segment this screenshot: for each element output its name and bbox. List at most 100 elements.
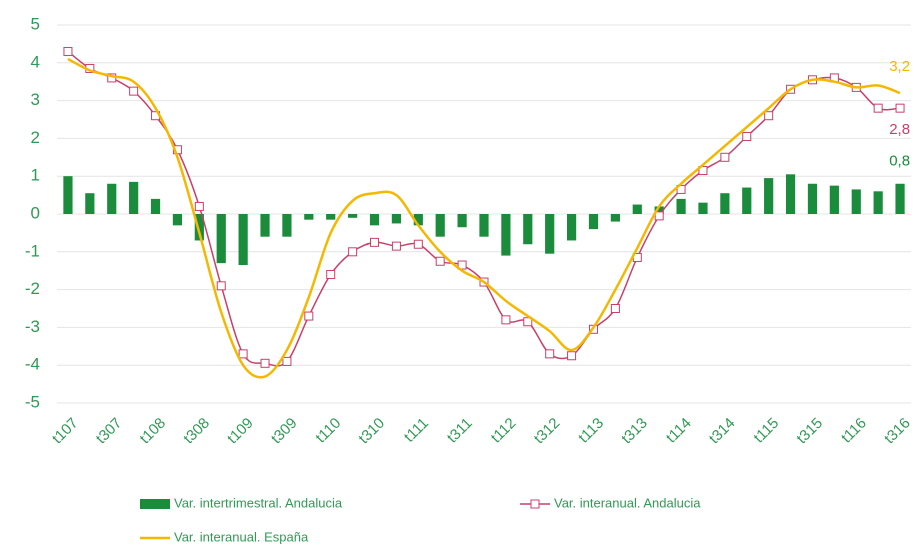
bar — [413, 214, 423, 226]
marker — [348, 247, 358, 257]
x-tick-label: t115 — [750, 415, 782, 447]
marker — [238, 349, 248, 359]
bar — [523, 214, 533, 245]
marker — [63, 46, 73, 56]
marker — [129, 86, 139, 96]
bar — [851, 189, 861, 214]
marker — [742, 132, 752, 142]
bar — [194, 214, 204, 241]
data-label: 3,2 — [889, 58, 910, 75]
y-tick-label: 1 — [31, 166, 40, 185]
marker — [567, 351, 577, 361]
x-tick-label: t315 — [793, 415, 826, 448]
bar — [63, 176, 73, 214]
bar — [654, 206, 664, 214]
bar — [698, 202, 708, 214]
bar — [588, 214, 599, 230]
marker — [654, 211, 664, 221]
x-tick-label: t311 — [444, 415, 476, 447]
marker — [413, 239, 423, 249]
marker — [304, 311, 314, 321]
bar — [172, 214, 183, 226]
legend-label: Var. intertrimestral. Andalucia — [174, 495, 343, 510]
bar — [742, 187, 752, 214]
bar — [260, 214, 270, 237]
bar — [85, 193, 95, 214]
x-tick-label: t111 — [401, 415, 432, 446]
x-tick-label: t109 — [224, 415, 257, 448]
marker — [326, 269, 336, 279]
marker — [501, 315, 511, 325]
bar — [764, 178, 774, 214]
bar — [676, 198, 686, 214]
x-tick-label: t312 — [531, 415, 564, 448]
y-tick-label: 3 — [31, 90, 40, 109]
marker — [194, 201, 204, 211]
y-tick-label: -2 — [25, 279, 40, 298]
x-tick-label: t310 — [355, 415, 388, 448]
bar — [238, 214, 248, 266]
legend-marker — [530, 499, 540, 509]
bar — [348, 214, 358, 218]
bar — [895, 183, 905, 214]
y-tick-label: 2 — [31, 128, 40, 147]
marker — [435, 256, 445, 266]
bar — [632, 204, 642, 214]
data-label: 2,8 — [889, 121, 910, 138]
marker — [260, 358, 270, 368]
bar — [391, 214, 402, 224]
line — [67, 57, 901, 379]
x-tick-label: t314 — [706, 415, 739, 448]
marker — [457, 260, 467, 270]
marker — [216, 281, 226, 291]
marker — [895, 103, 905, 113]
marker — [523, 317, 533, 327]
x-tick-label: t307 — [93, 415, 126, 448]
y-tick-label: -3 — [25, 317, 40, 336]
x-tick-label: t316 — [881, 415, 914, 448]
bar — [873, 191, 883, 214]
bar — [785, 174, 796, 214]
bar — [566, 214, 577, 241]
y-tick-label: -1 — [25, 241, 40, 260]
bar — [807, 183, 818, 214]
bar — [479, 214, 489, 237]
legend-swatch — [140, 499, 170, 509]
bar — [829, 185, 839, 214]
marker — [698, 166, 708, 176]
bar — [107, 183, 117, 214]
bar — [720, 193, 730, 214]
legend-label: Var. interanual. Andalucia — [554, 495, 701, 510]
y-tick-label: -4 — [25, 355, 40, 374]
marker — [873, 103, 883, 113]
x-tick-label: t113 — [575, 415, 607, 447]
bar — [435, 214, 445, 237]
y-tick-label: 5 — [31, 14, 40, 33]
marker — [545, 349, 555, 359]
bar — [150, 198, 161, 214]
marker — [764, 111, 774, 121]
bar — [457, 214, 467, 228]
bar — [545, 214, 555, 254]
bar — [610, 214, 620, 222]
x-tick-label: t108 — [137, 415, 170, 448]
y-tick-label: 0 — [31, 203, 40, 222]
y-tick-label: -5 — [25, 392, 40, 411]
marker — [720, 152, 730, 162]
marker — [610, 304, 620, 313]
bar — [369, 214, 380, 226]
x-tick-label: t309 — [268, 415, 301, 448]
bar — [216, 214, 226, 264]
data-label: 0,8 — [889, 153, 910, 170]
marker — [370, 237, 380, 247]
x-tick-label: t112 — [488, 415, 520, 447]
x-tick-label: t308 — [180, 415, 213, 448]
x-tick-label: t116 — [838, 415, 870, 447]
bar — [282, 214, 292, 237]
marker — [391, 241, 401, 251]
bar — [326, 214, 336, 220]
legend-label: Var. interanual. España — [174, 529, 309, 544]
marker — [282, 356, 292, 366]
x-tick-label: t110 — [312, 415, 344, 447]
